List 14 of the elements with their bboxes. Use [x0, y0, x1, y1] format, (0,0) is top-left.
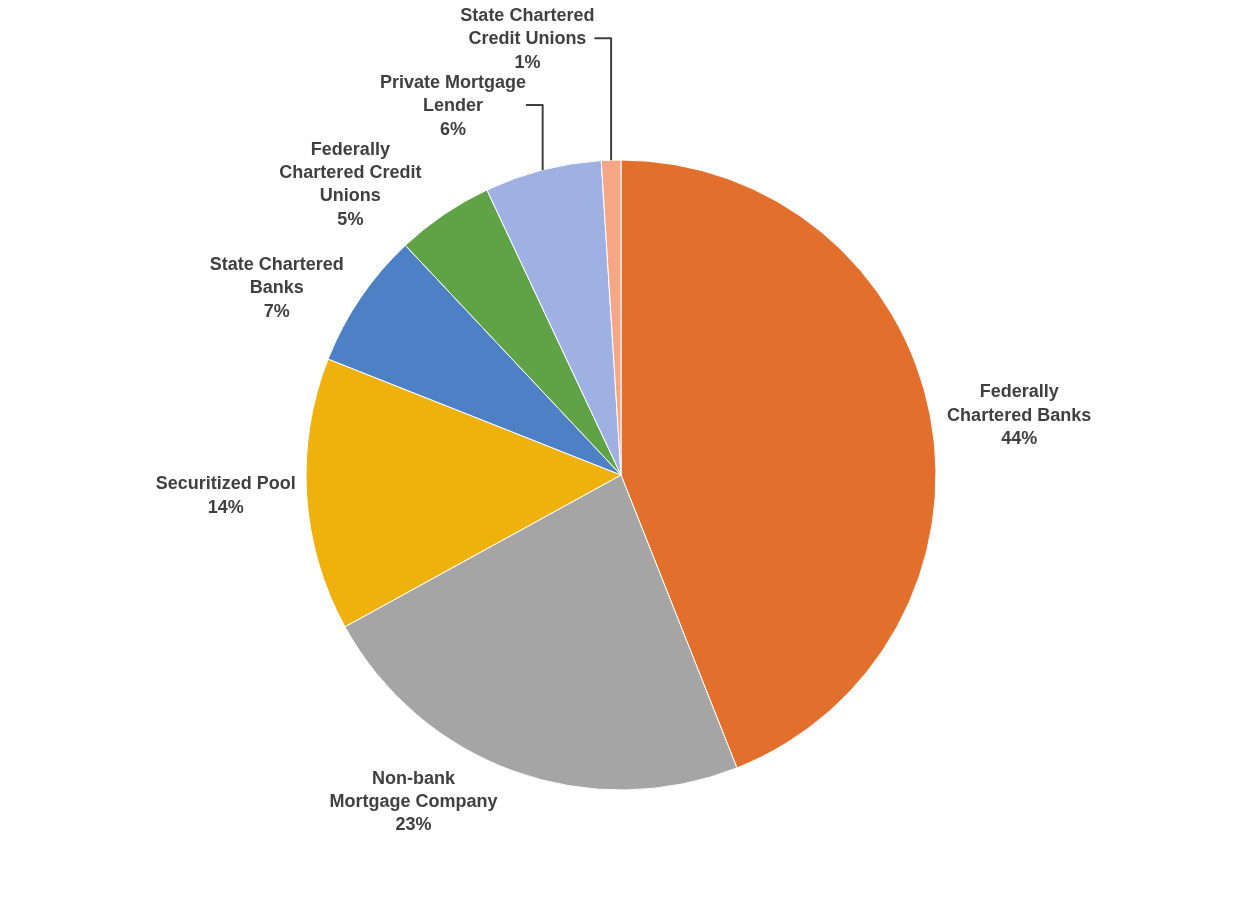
data-label: 14%	[207, 496, 244, 517]
slice-label: Private Mortgage Lender	[379, 71, 526, 116]
data-label: 44%	[1001, 428, 1038, 449]
data-label: 23%	[395, 814, 432, 835]
slice-label: State Chartered Credit Unions	[460, 4, 595, 49]
slice-label: State Chartered Banks	[209, 253, 344, 298]
slice-label: Non-bank Mortgage Company	[329, 767, 498, 811]
data-label: 6%	[439, 118, 466, 139]
data-label: 7%	[263, 300, 290, 321]
data-label: 5%	[337, 208, 364, 229]
slice-label: Federally Chartered Banks	[947, 381, 1092, 425]
slice-label: Federally Chartered Credit Unions	[279, 138, 422, 206]
slice-label: Securitized Pool	[155, 473, 296, 494]
data-label: 1%	[514, 51, 541, 72]
